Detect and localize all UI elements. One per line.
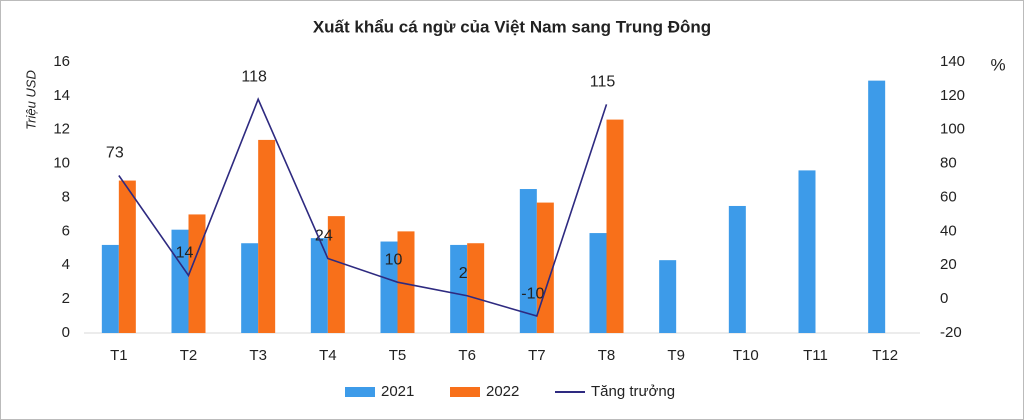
data-label: 115: [590, 74, 616, 91]
x-tick-label: T3: [249, 347, 267, 364]
legend-label: Tăng trưởng: [591, 383, 675, 400]
y-tick-label: 2: [62, 290, 70, 307]
y2-tick-label: 120: [940, 87, 965, 104]
y2-tick-label: 0: [940, 290, 948, 307]
bar: [450, 244, 468, 333]
data-label: 10: [385, 251, 403, 268]
bar: [606, 119, 624, 334]
data-label: -10: [521, 285, 544, 302]
bar: [467, 243, 485, 333]
bar: [868, 80, 886, 333]
y2-tick-label: 140: [940, 53, 965, 70]
bar: [101, 244, 119, 333]
x-tick-label: T10: [733, 347, 759, 364]
x-tick-label: T7: [528, 347, 546, 364]
bar: [171, 229, 189, 333]
chart-title: Xuất khẩu cá ngừ của Việt Nam sang Trung…: [313, 17, 711, 36]
y2-tick-label: -20: [940, 324, 962, 341]
bar: [397, 231, 415, 333]
bar: [380, 241, 398, 333]
bar: [188, 214, 206, 333]
y-tick-label: 4: [62, 256, 70, 273]
y-tick-label: 8: [62, 188, 70, 205]
bar: [258, 139, 276, 333]
data-label: 14: [176, 245, 194, 262]
bar: [118, 180, 136, 333]
data-label: 73: [106, 145, 124, 162]
legend-swatch: [345, 387, 375, 397]
y2-tick-label: 40: [940, 222, 957, 239]
x-tick-label: T8: [598, 347, 616, 364]
bar: [327, 216, 345, 333]
x-tick-label: T2: [180, 347, 198, 364]
y-tick-label: 6: [62, 222, 70, 239]
bar: [659, 260, 677, 333]
y2-tick-label: 20: [940, 256, 957, 273]
x-tick-label: T12: [872, 347, 898, 364]
legend-swatch: [450, 387, 480, 397]
bar: [798, 170, 816, 333]
line: [118, 97, 608, 318]
y-tick-label: 12: [53, 121, 70, 138]
x-tick-label: T5: [389, 347, 407, 364]
y-tick-label: 10: [53, 155, 70, 172]
bar: [310, 238, 328, 333]
x-tick-label: T11: [803, 347, 828, 364]
bar: [589, 233, 607, 333]
bar: [519, 189, 537, 333]
x-tick-label: T4: [319, 347, 337, 364]
legend-label: 2022: [486, 383, 519, 400]
y-tick-label: 16: [53, 53, 70, 70]
data-label: 2: [459, 265, 468, 282]
y2-tick-label: 60: [940, 188, 957, 205]
x-tick-label: T9: [667, 347, 685, 364]
x-tick-label: T1: [110, 347, 128, 364]
y2-tick-label: 80: [940, 155, 957, 172]
data-label: 118: [241, 68, 267, 85]
y-tick-label: 14: [53, 87, 70, 104]
legend-label: 2021: [381, 383, 414, 400]
y2-axis-label: %: [990, 55, 1005, 74]
bar: [728, 205, 746, 333]
bar: [241, 243, 259, 333]
y2-tick-label: 100: [940, 121, 965, 138]
x-tick-label: T6: [458, 347, 476, 364]
y-axis-label: Triệu USD: [23, 70, 38, 130]
y-tick-label: 0: [62, 324, 70, 341]
bar: [536, 202, 554, 333]
